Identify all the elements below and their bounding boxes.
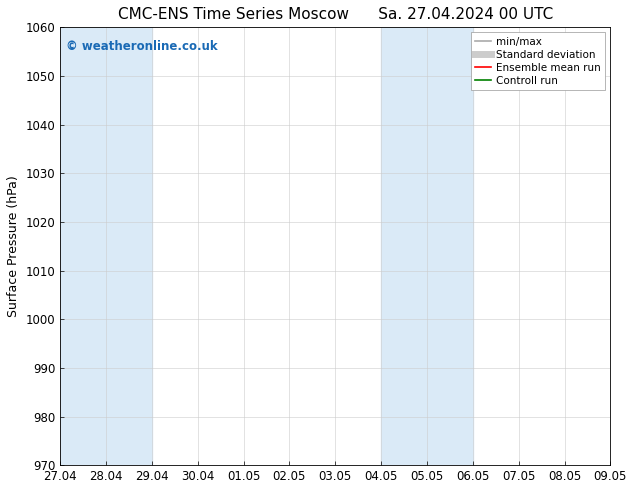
Legend: min/max, Standard deviation, Ensemble mean run, Controll run: min/max, Standard deviation, Ensemble me… (471, 32, 605, 90)
Title: CMC-ENS Time Series Moscow      Sa. 27.04.2024 00 UTC: CMC-ENS Time Series Moscow Sa. 27.04.202… (118, 7, 553, 22)
Text: © weatheronline.co.uk: © weatheronline.co.uk (65, 40, 217, 53)
Bar (381, 27, 473, 465)
Bar (60, 27, 152, 465)
Y-axis label: Surface Pressure (hPa): Surface Pressure (hPa) (7, 175, 20, 317)
